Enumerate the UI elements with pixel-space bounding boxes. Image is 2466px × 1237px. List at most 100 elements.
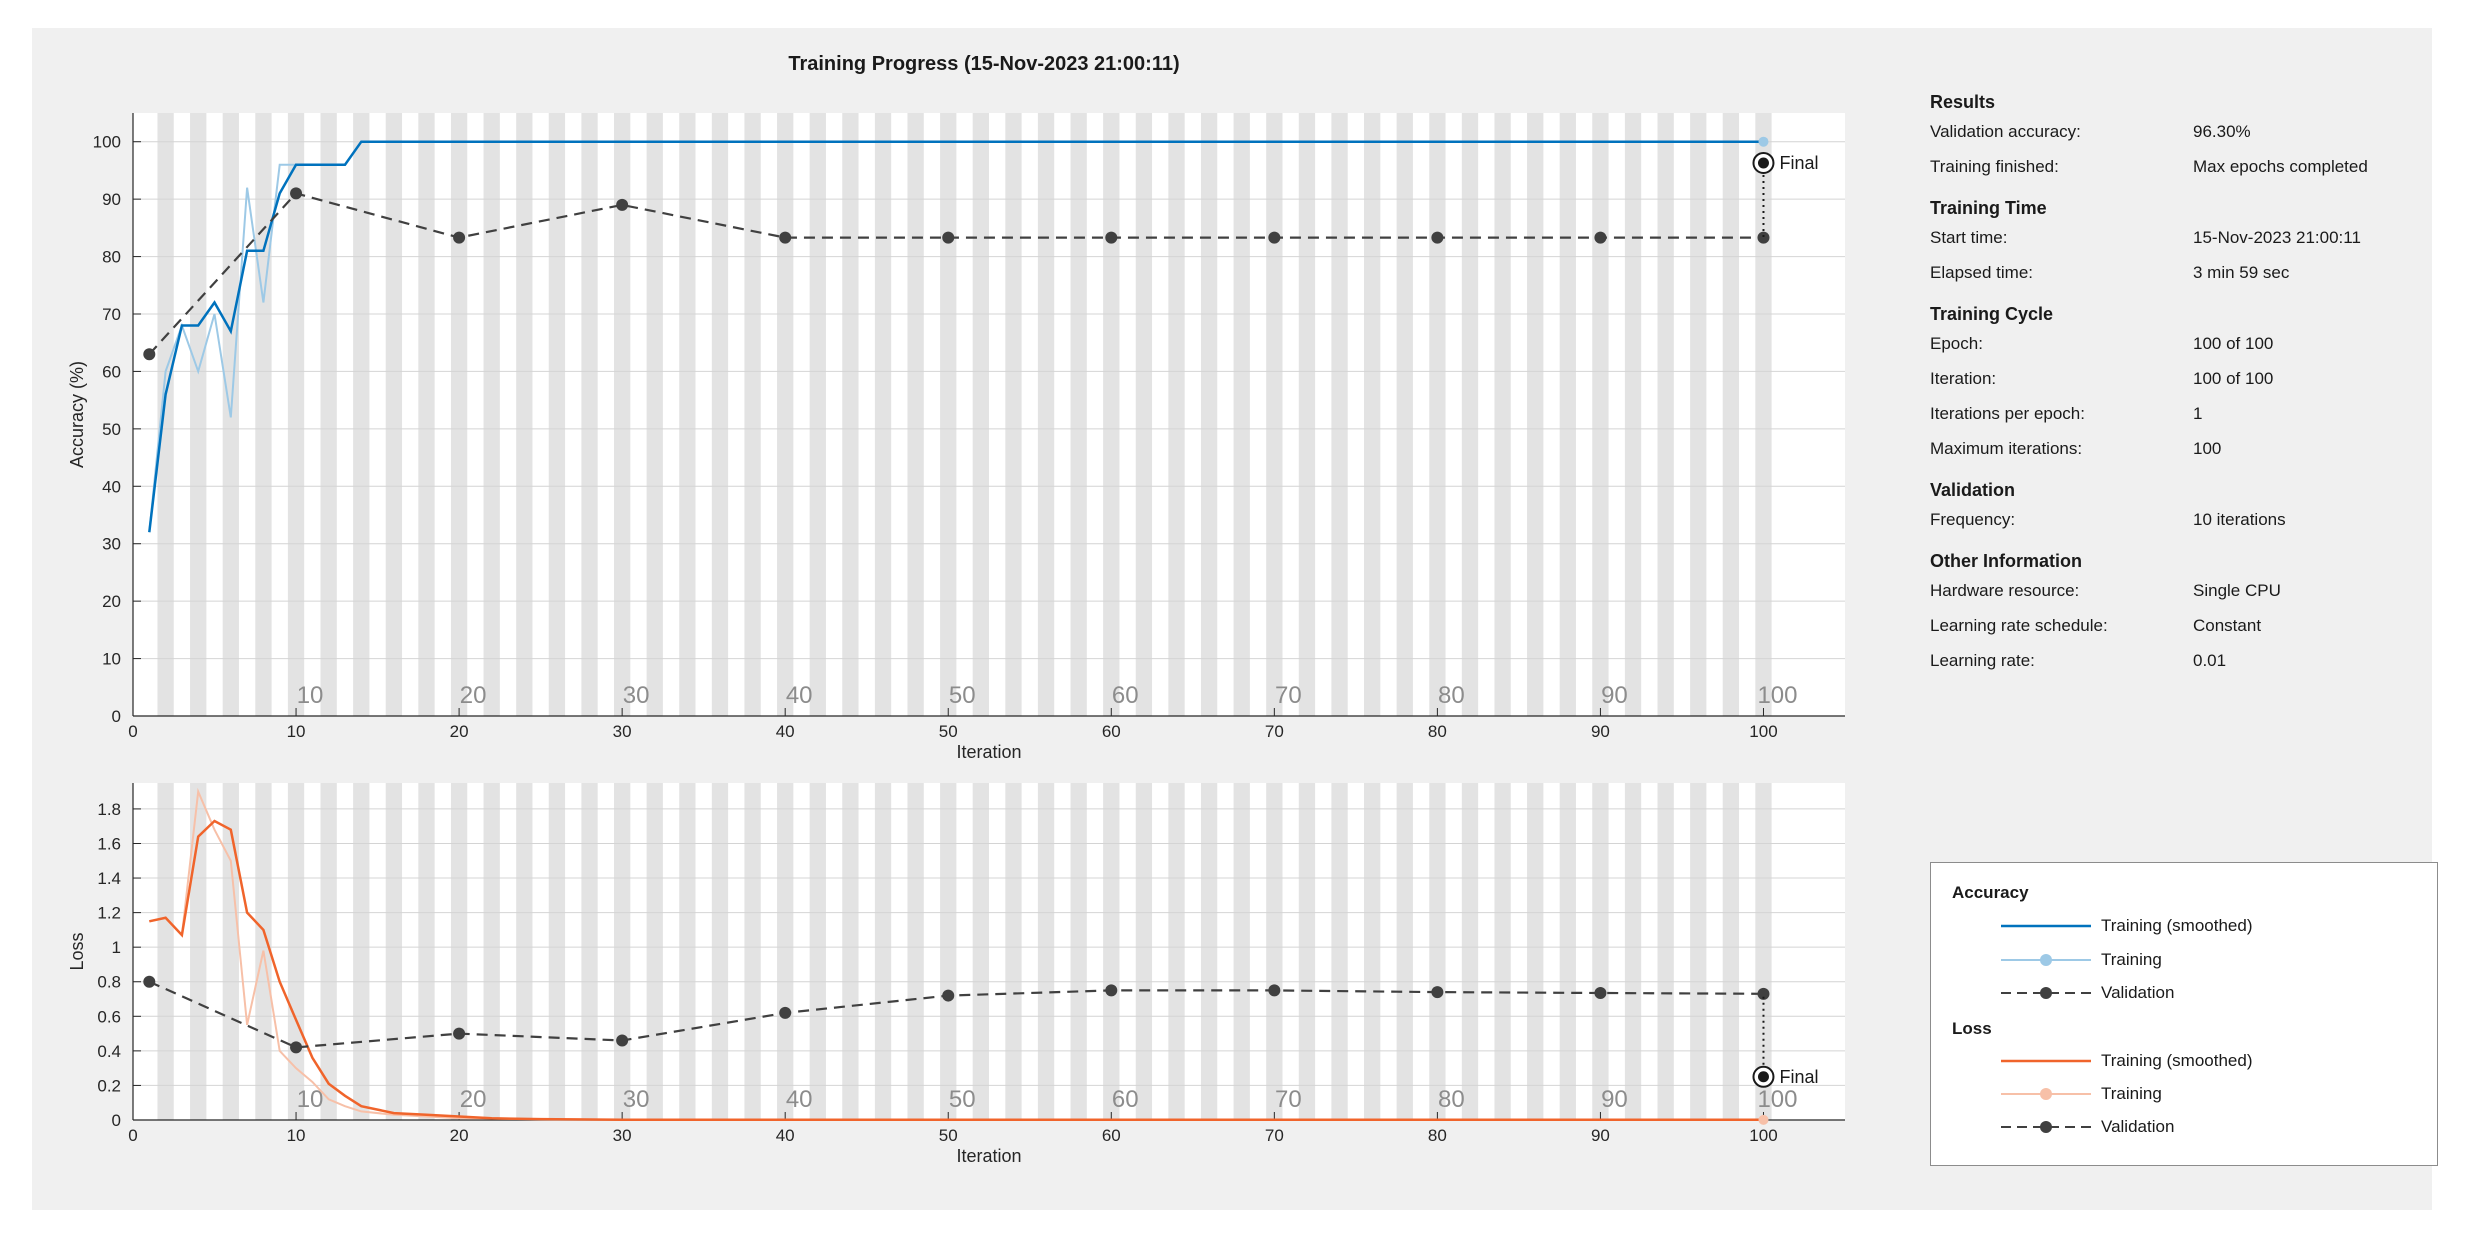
legend-acc-training: Training [2101, 950, 2162, 969]
info-key: Hardware resource: [1930, 581, 2080, 600]
legend-loss-smoothed: Training (smoothed) [2101, 1051, 2253, 1070]
epoch-band [516, 113, 533, 716]
validation-point [616, 198, 629, 211]
y-tick-label: 1.8 [97, 800, 121, 819]
info-value: Constant [2193, 616, 2262, 635]
epoch-band [1461, 113, 1479, 716]
epoch-label: 50 [949, 1086, 976, 1113]
epoch-band [842, 783, 859, 1120]
x-tick-label: 50 [939, 722, 958, 741]
x-tick-label: 90 [1591, 722, 1610, 741]
epoch-band [1755, 783, 1772, 1120]
epoch-band [1461, 783, 1479, 1120]
epoch-band [1070, 783, 1087, 1120]
y-tick-label: 20 [102, 592, 121, 611]
epoch-band [516, 783, 533, 1120]
info-value: 3 min 59 sec [2193, 263, 2290, 282]
x-axis-label: Iteration [956, 1146, 1021, 1166]
y-tick-label: 70 [102, 305, 121, 324]
y-tick-label: 60 [102, 362, 121, 381]
epoch-band [744, 783, 761, 1120]
x-tick-label: 80 [1428, 722, 1447, 741]
y-tick-label: 10 [102, 650, 121, 669]
epoch-band [353, 113, 370, 716]
y-tick-label: 0.2 [97, 1076, 121, 1095]
epoch-band [287, 783, 305, 1120]
epoch-label: 90 [1601, 682, 1628, 709]
validation-point [1105, 231, 1118, 244]
legend-loss-training-swatch [2001, 1088, 2091, 1100]
epoch-band [353, 783, 370, 1120]
epoch-band [418, 113, 435, 716]
epoch-band [646, 113, 663, 716]
info-row: Epoch: 100 of 100 [1930, 326, 2430, 361]
info-value: 0.01 [2193, 651, 2227, 670]
epoch-band [711, 113, 729, 716]
y-tick-label: 0.8 [97, 973, 121, 992]
epoch-band [1429, 113, 1446, 716]
epoch-band [1690, 783, 1707, 1120]
epoch-label: 40 [786, 1086, 813, 1113]
epoch-band [1103, 113, 1120, 716]
validation-point [1757, 231, 1770, 244]
epoch-band [907, 783, 924, 1120]
info-key: Maximum iterations: [1930, 439, 2083, 458]
epoch-band [1592, 783, 1609, 1120]
epoch-band [1005, 783, 1022, 1120]
epoch-band [613, 113, 631, 716]
y-tick-label: 0 [112, 707, 121, 726]
epoch-label: 10 [297, 682, 324, 709]
y-tick-label: 100 [93, 133, 121, 152]
info-value: 100 [2193, 439, 2222, 458]
epoch-band [222, 783, 239, 1120]
epoch-band [809, 113, 826, 716]
epoch-label: 30 [623, 682, 650, 709]
legend-acc-validation: Validation [2101, 983, 2175, 1002]
epoch-band [450, 783, 468, 1120]
validation-point [1431, 231, 1444, 244]
epoch-band [1103, 783, 1120, 1120]
epoch-label: 50 [949, 682, 976, 709]
epoch-band [1722, 113, 1740, 716]
epoch-band [450, 113, 468, 716]
info-key: Iteration: [1930, 369, 1997, 388]
final-label: Final [1779, 1067, 1818, 1087]
x-tick-label: 70 [1265, 722, 1284, 741]
epoch-band [548, 783, 566, 1120]
epoch-band [287, 113, 305, 716]
epoch-band [1233, 113, 1250, 716]
info-key: Elapsed time: [1930, 263, 2033, 282]
validation-point [616, 1034, 629, 1047]
epoch-band [1298, 783, 1316, 1120]
epoch-band [1168, 113, 1185, 716]
info-key: Iterations per epoch: [1930, 404, 2085, 423]
x-tick-label: 10 [287, 722, 306, 741]
validation-point [453, 231, 466, 244]
validation-point [1268, 984, 1281, 997]
epoch-band [1266, 113, 1283, 716]
x-tick-label: 80 [1428, 1126, 1447, 1145]
epoch-band [1396, 783, 1413, 1120]
info-key: Start time: [1930, 228, 2008, 247]
epoch-band [320, 783, 337, 1120]
epoch-band [1168, 783, 1185, 1120]
epoch-band [1266, 783, 1283, 1120]
epoch-band [1592, 113, 1609, 716]
validation-point [942, 989, 955, 1002]
epoch-label: 100 [1757, 682, 1797, 709]
info-value: 1 [2193, 404, 2203, 423]
info-value: 96.30% [2193, 122, 2251, 141]
epoch-band [1755, 113, 1772, 716]
epoch-band [1037, 113, 1055, 716]
epoch-band [1429, 783, 1446, 1120]
epoch-label: 20 [460, 1086, 487, 1113]
epoch-band [1722, 783, 1740, 1120]
training-final-point [1758, 136, 1769, 147]
epoch-band [1657, 113, 1674, 716]
charts-area: Training Progress (15-Nov-2023 21:00:11)… [67, 53, 1845, 1166]
epoch-band [777, 113, 794, 716]
validation-point [1594, 231, 1607, 244]
validation-point [290, 187, 303, 200]
epoch-band [646, 783, 663, 1120]
y-axis-label: Accuracy (%) [67, 361, 87, 468]
